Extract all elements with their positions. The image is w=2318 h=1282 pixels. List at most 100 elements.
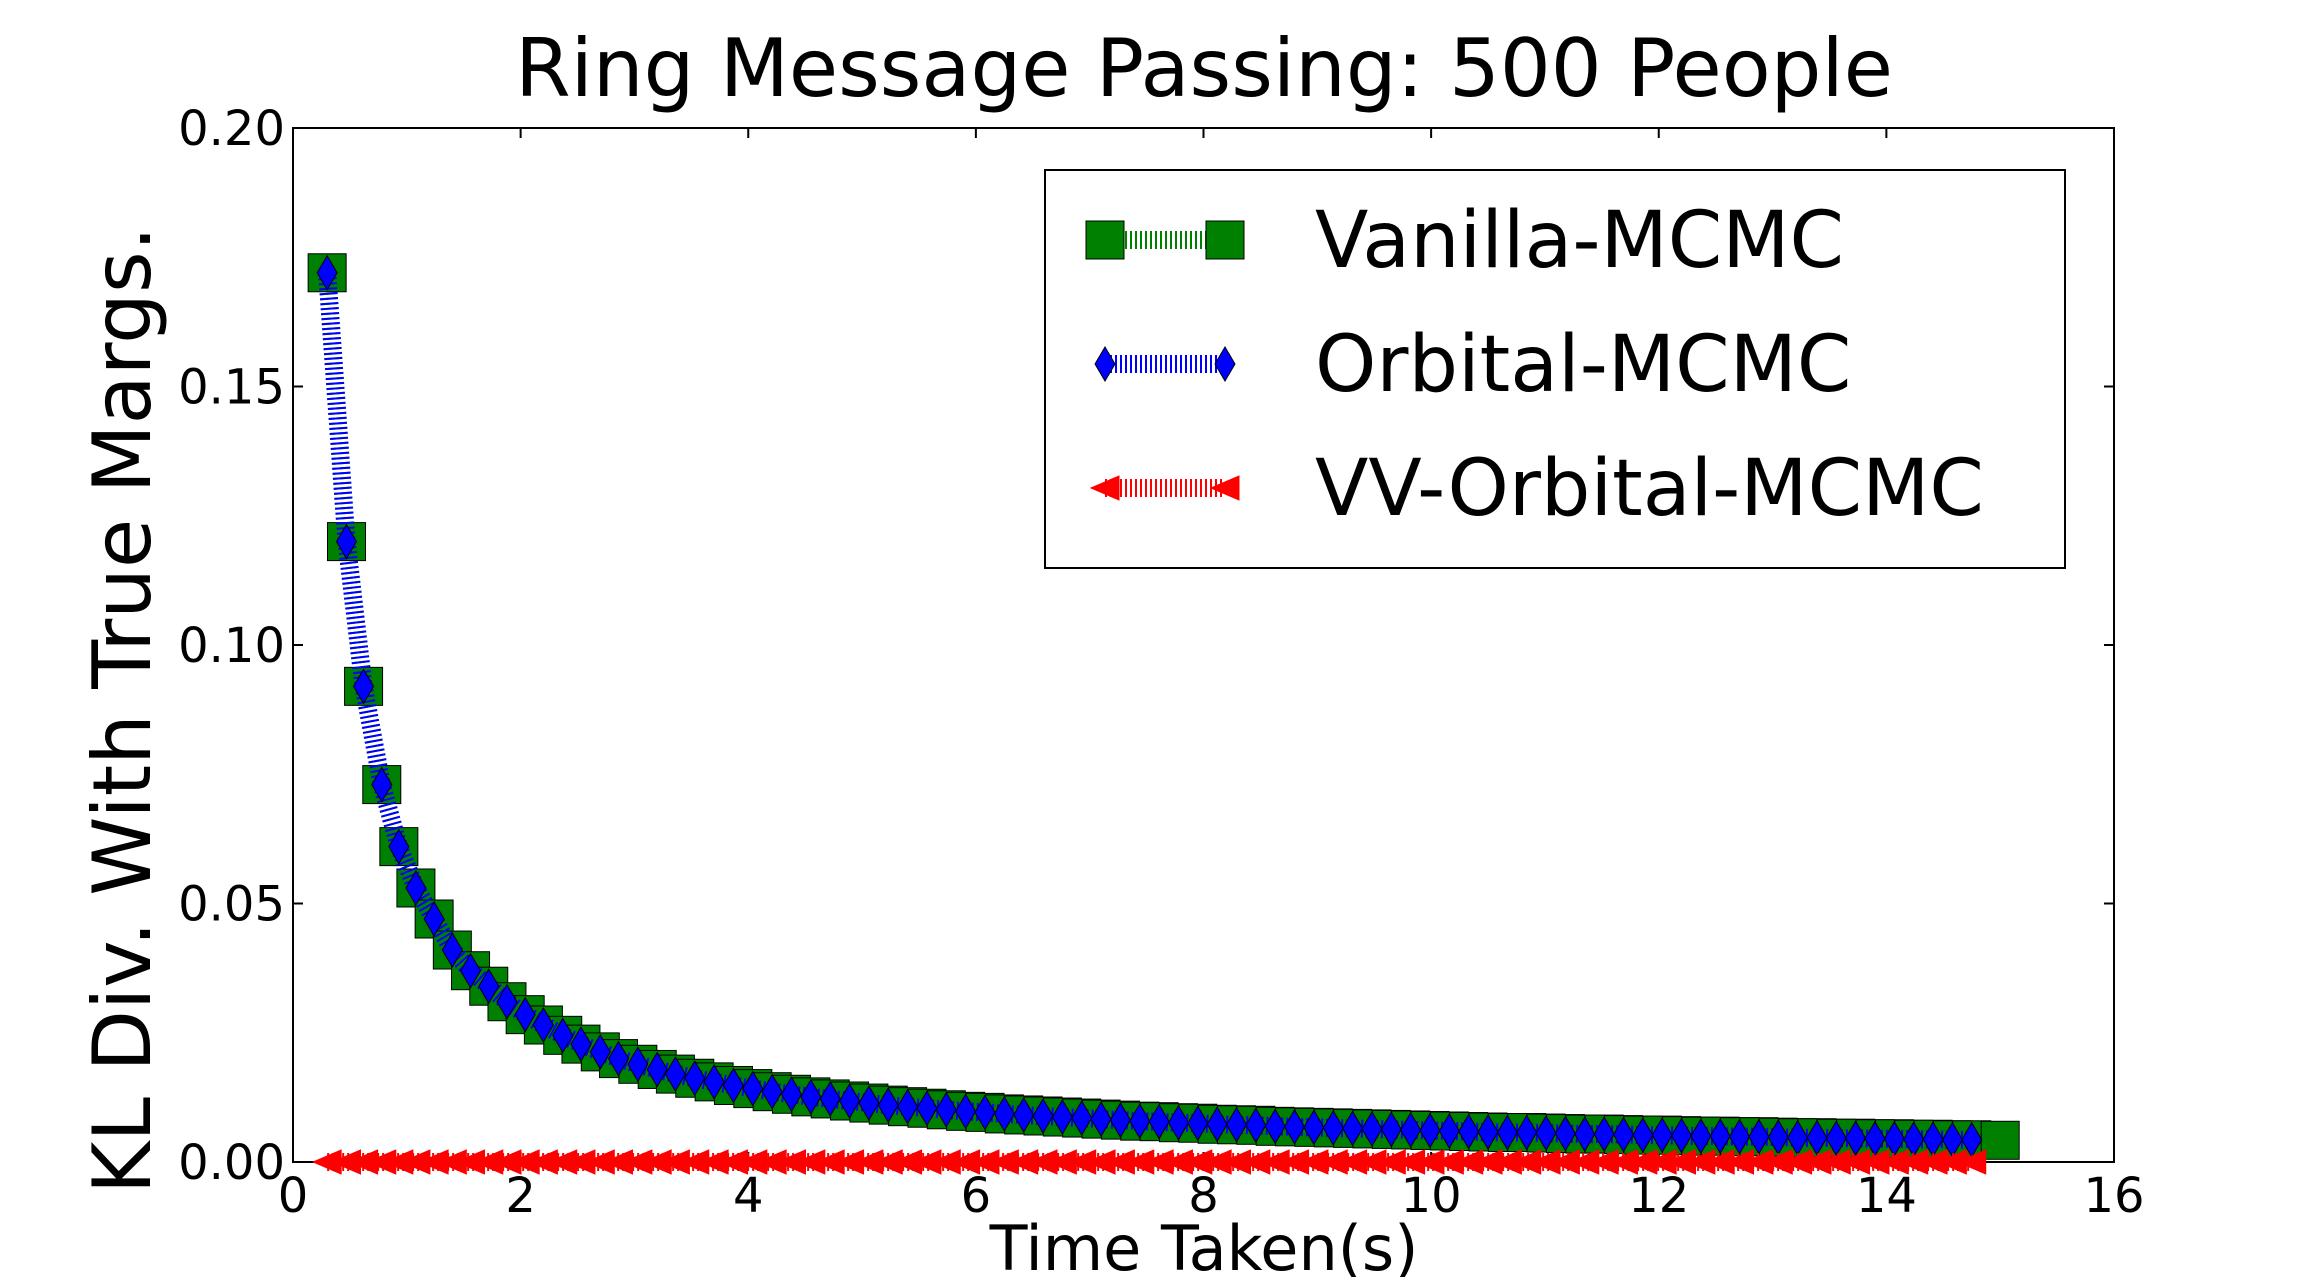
legend-swatch-marker <box>1205 220 1245 260</box>
point-orbital-mcmc <box>1322 1109 1344 1146</box>
x-tick-label: 0 <box>278 1168 309 1224</box>
point-orbital-mcmc <box>684 1060 706 1097</box>
point-orbital-mcmc <box>1651 1117 1673 1154</box>
point-orbital-mcmc <box>1109 1102 1131 1139</box>
point-orbital-mcmc <box>1400 1111 1422 1148</box>
point-orbital-mcmc <box>761 1073 783 1110</box>
point-orbital-mcmc <box>703 1063 725 1100</box>
legend-label: Orbital-MCMC <box>1315 320 1851 410</box>
point-orbital-mcmc <box>1264 1108 1286 1145</box>
point-orbital-mcmc <box>514 996 536 1033</box>
point-orbital-mcmc <box>1574 1116 1596 1153</box>
x-tick-label: 6 <box>961 1168 992 1224</box>
point-orbital-mcmc <box>974 1094 996 1131</box>
point-orbital-mcmc <box>1593 1116 1615 1153</box>
point-orbital-mcmc <box>423 901 445 937</box>
point-orbital-mcmc <box>1728 1118 1751 1155</box>
point-orbital-mcmc <box>1342 1110 1364 1147</box>
plot-area: 0 2 4 6 8 10 12 14 16 0.00 0.05 0.10 0.15 0.20 <box>178 101 2144 1224</box>
point-orbital-mcmc <box>1458 1113 1480 1150</box>
point-orbital-mcmc <box>1825 1120 1847 1157</box>
point-orbital-mcmc <box>1845 1120 1867 1157</box>
point-orbital-mcmc <box>335 523 358 560</box>
point-orbital-mcmc <box>388 828 410 865</box>
point-orbital-mcmc <box>1632 1117 1654 1154</box>
point-orbital-mcmc <box>742 1070 764 1107</box>
point-orbital-mcmc <box>838 1083 861 1119</box>
point-orbital-mcmc <box>897 1088 919 1125</box>
point-orbital-mcmc <box>664 1056 686 1093</box>
y-tick-label: 0.20 <box>178 101 285 157</box>
y-tick-label: 0.15 <box>178 360 285 416</box>
point-orbital-mcmc <box>1380 1111 1402 1148</box>
x-tick-label: 2 <box>505 1168 536 1224</box>
legend-label: VV-Orbital-MCMC <box>1315 444 1984 534</box>
point-orbital-mcmc <box>1612 1116 1635 1153</box>
point-orbital-mcmc <box>1670 1117 1693 1154</box>
point-orbital-mcmc <box>1206 1106 1228 1143</box>
x-tick-label: 8 <box>1188 1168 1219 1224</box>
point-orbital-mcmc <box>1013 1096 1035 1133</box>
point-orbital-mcmc <box>1225 1106 1248 1143</box>
point-orbital-mcmc <box>1129 1103 1151 1140</box>
legend-swatch-marker <box>1209 475 1240 501</box>
point-orbital-mcmc <box>1709 1118 1731 1155</box>
point-orbital-mcmc <box>935 1091 957 1128</box>
x-tick-label: 14 <box>1856 1168 1917 1224</box>
point-orbital-mcmc <box>405 870 427 906</box>
point-orbital-mcmc <box>646 1051 668 1088</box>
point-orbital-mcmc <box>1361 1110 1383 1147</box>
point-orbital-mcmc <box>800 1078 822 1115</box>
point-orbital-mcmc <box>552 1017 574 1054</box>
point-orbital-mcmc <box>496 983 518 1020</box>
legend: Vanilla-MCMC Orbital-MCMC VV-Orbital-MCMC <box>1044 169 2066 569</box>
point-orbital-mcmc <box>1535 1115 1557 1152</box>
point-orbital-mcmc <box>916 1090 938 1127</box>
y-tick-label: 0.05 <box>178 877 285 933</box>
point-vanilla-mcmc <box>1980 1120 2020 1160</box>
point-orbital-mcmc <box>1167 1104 1190 1141</box>
point-orbital-mcmc <box>1283 1108 1306 1145</box>
point-orbital-mcmc <box>478 968 500 1005</box>
point-orbital-mcmc <box>1477 1114 1499 1151</box>
legend-swatch-marker <box>1094 346 1116 382</box>
point-orbital-mcmc <box>627 1046 649 1083</box>
point-orbital-mcmc <box>1690 1118 1712 1155</box>
point-orbital-mcmc <box>1245 1107 1267 1144</box>
legend-swatch-marker <box>1089 475 1120 501</box>
y-tick-label: 0.00 <box>178 1135 285 1191</box>
point-orbital-mcmc <box>1187 1105 1209 1142</box>
chart-title: Ring Message Passing: 500 People <box>515 22 1893 115</box>
x-tick-label: 10 <box>1401 1168 1462 1224</box>
y-tick-label: 0.10 <box>178 618 285 674</box>
point-orbital-mcmc <box>819 1080 841 1117</box>
legend-label: Vanilla-MCMC <box>1315 196 1844 286</box>
point-orbital-mcmc <box>993 1095 1015 1132</box>
point-orbital-mcmc <box>877 1087 899 1124</box>
point-vv-orbital-mcmc <box>1956 1149 1987 1175</box>
point-orbital-mcmc <box>371 766 393 803</box>
point-orbital-mcmc <box>1303 1109 1325 1146</box>
x-tick-label: 4 <box>733 1168 764 1224</box>
point-orbital-mcmc <box>352 668 375 705</box>
legend-swatch-marker <box>1085 220 1125 260</box>
point-orbital-mcmc <box>1071 1100 1093 1137</box>
y-axis-label: KL Div. With True Margs. <box>76 226 169 1194</box>
x-tick-label: 12 <box>1628 1168 1689 1224</box>
point-orbital-mcmc <box>441 932 463 969</box>
point-orbital-mcmc <box>1438 1112 1460 1149</box>
point-orbital-mcmc <box>1032 1098 1054 1134</box>
point-orbital-mcmc <box>1806 1119 1828 1156</box>
point-orbital-mcmc <box>780 1076 803 1113</box>
point-orbital-mcmc <box>459 952 482 989</box>
point-orbital-mcmc <box>858 1085 880 1122</box>
point-orbital-mcmc <box>1051 1099 1073 1136</box>
point-orbital-mcmc <box>955 1093 977 1130</box>
x-tick-label: 16 <box>2083 1168 2144 1224</box>
point-orbital-mcmc <box>1554 1115 1577 1152</box>
point-orbital-mcmc <box>1496 1114 1518 1151</box>
point-orbital-mcmc <box>722 1067 745 1104</box>
point-orbital-mcmc <box>1090 1101 1112 1138</box>
point-orbital-mcmc <box>589 1033 611 1070</box>
legend-swatch-marker <box>1214 346 1236 382</box>
